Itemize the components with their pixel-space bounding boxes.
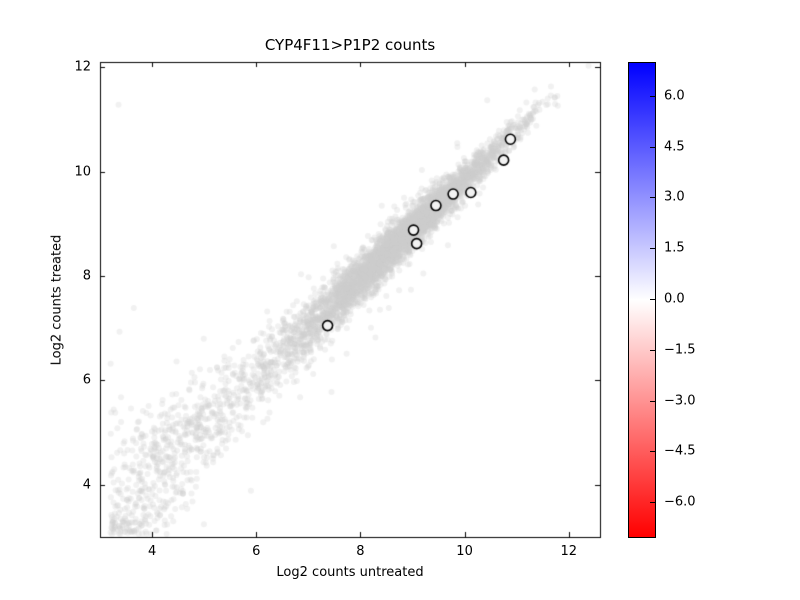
colorbar-tick-mark	[650, 400, 655, 402]
colorbar-tick-mark	[650, 197, 655, 199]
colorbar-tick-mark	[650, 248, 655, 250]
colorbar-tick-mark	[650, 146, 655, 148]
colorbar-tick-mark	[650, 299, 655, 300]
chart-title: CYP4F11>P1P2 counts	[264, 36, 436, 54]
colorbar-tick-mark	[650, 349, 655, 351]
colorbar-tick-mark	[650, 95, 655, 97]
colorbar	[628, 62, 656, 538]
y-axis-label: Log2 counts treated	[49, 234, 65, 366]
colorbar-tick-mark	[650, 502, 655, 504]
x-axis-label: Log2 counts untreated	[276, 565, 424, 580]
colorbar-tick-mark	[650, 451, 655, 453]
